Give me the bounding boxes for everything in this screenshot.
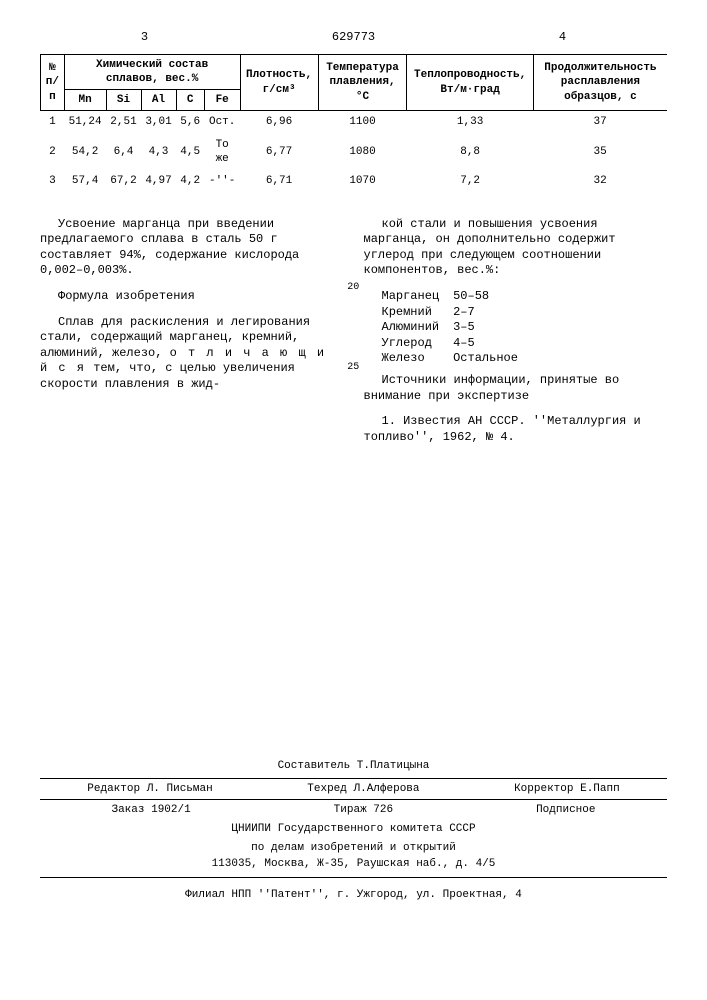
col-num-header: № п/п bbox=[41, 54, 65, 111]
page-num-left: 3 bbox=[40, 30, 249, 46]
col-temp: Температура плавления, °С bbox=[318, 54, 407, 111]
footer-block: Составитель Т.Платицына Редактор Л. Пись… bbox=[40, 755, 667, 902]
col-duration: Продолжительность расплавления образцов,… bbox=[533, 54, 667, 111]
line-marker-25: 25 bbox=[347, 361, 359, 374]
component-table: Марганец50–58 Кремний2–7 Алюминий3–5 Угл… bbox=[382, 289, 532, 367]
col-mn: Mn bbox=[64, 90, 106, 111]
address: 113035, Москва, Ж-35, Раушская наб., д. … bbox=[40, 857, 667, 878]
body-columns: 20 25 Усвоение марганца при введении пре… bbox=[40, 217, 667, 456]
techred: Техред Л.Алферова bbox=[307, 782, 419, 796]
col-thermal: Теплопроводность, Вт/м·град bbox=[407, 54, 533, 111]
page-num-right: 4 bbox=[458, 30, 667, 46]
table-row: 151,242,513,015,6Ост.6,9611001,3337 bbox=[41, 111, 668, 134]
formula-title: Формула изобретения bbox=[40, 289, 344, 305]
compiler-line: Составитель Т.Платицына bbox=[40, 755, 667, 778]
col-si: Si bbox=[106, 90, 141, 111]
table-row: 357,467,24,974,2-''-6,7110707,232 bbox=[41, 170, 668, 192]
order-row: Заказ 1902/1 Тираж 726 Подписное bbox=[40, 800, 667, 820]
claim-paragraph: Сплав для раскисления и легирования стал… bbox=[40, 315, 344, 393]
editor: Редактор Л. Письман bbox=[87, 782, 212, 796]
credits-row: Редактор Л. Письман Техред Л.Алферова Ко… bbox=[40, 779, 667, 800]
left-column: Усвоение марганца при введении предлагае… bbox=[40, 217, 344, 456]
order-num: Заказ 1902/1 bbox=[111, 803, 190, 817]
continuation-paragraph: кой стали и повышения усвоения марганца,… bbox=[364, 217, 668, 279]
source-1: 1. Известия АН СССР. ''Металлургия и топ… bbox=[364, 414, 668, 445]
right-column: кой стали и повышения усвоения марганца,… bbox=[364, 217, 668, 456]
filial: Филиал НПП ''Патент'', г. Ужгород, ул. П… bbox=[40, 878, 667, 902]
signed: Подписное bbox=[536, 803, 595, 817]
corrector: Корректор Е.Папп bbox=[514, 782, 620, 796]
col-al: Al bbox=[141, 90, 176, 111]
table-row: 254,26,44,34,5То же6,7710808,835 bbox=[41, 134, 668, 171]
composition-table: № п/п Химический состав сплавов, вес.% П… bbox=[40, 54, 667, 193]
col-density: Плотность, г/см³ bbox=[240, 54, 318, 111]
circulation: Тираж 726 bbox=[334, 803, 393, 817]
line-marker-20: 20 bbox=[347, 281, 359, 294]
col-c: C bbox=[176, 90, 204, 111]
table-body: 151,242,513,015,6Ост.6,9611001,3337 254,… bbox=[41, 111, 668, 193]
sources-title: Источники информации, принятые во вниман… bbox=[364, 373, 668, 404]
page-header: 3 629773 4 bbox=[40, 30, 667, 46]
org-line-2: по делам изобретений и открытий bbox=[40, 839, 667, 857]
org-line-1: ЦНИИПИ Государственного комитета СССР bbox=[40, 820, 667, 838]
assimilation-paragraph: Усвоение марганца при введении предлагае… bbox=[40, 217, 344, 279]
chem-group-header: Химический состав сплавов, вес.% bbox=[64, 54, 240, 90]
col-fe: Fe bbox=[204, 90, 240, 111]
document-number: 629773 bbox=[249, 30, 458, 46]
